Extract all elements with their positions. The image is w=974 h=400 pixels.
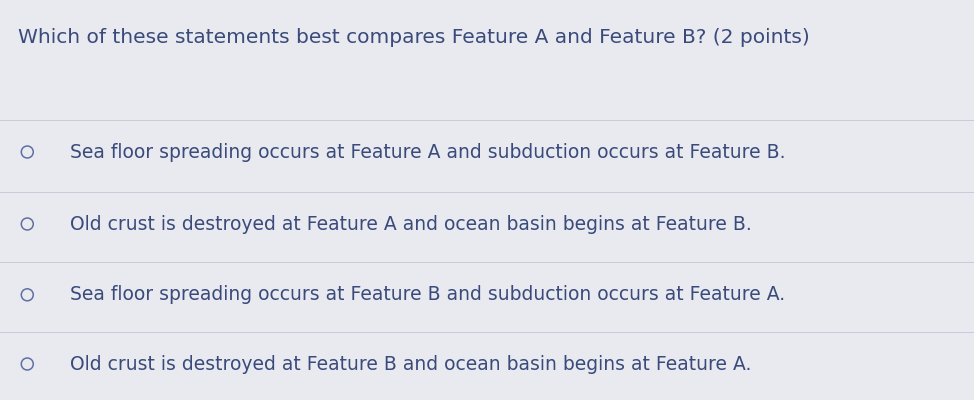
Ellipse shape bbox=[21, 358, 33, 370]
Text: Sea floor spreading occurs at Feature B and subduction occurs at Feature A.: Sea floor spreading occurs at Feature B … bbox=[70, 285, 785, 304]
Ellipse shape bbox=[21, 218, 33, 230]
Ellipse shape bbox=[21, 146, 33, 158]
Text: Sea floor spreading occurs at Feature A and subduction occurs at Feature B.: Sea floor spreading occurs at Feature A … bbox=[70, 142, 786, 162]
Ellipse shape bbox=[21, 289, 33, 301]
Text: Which of these statements best compares Feature A and Feature B? (2 points): Which of these statements best compares … bbox=[18, 28, 809, 47]
Text: Old crust is destroyed at Feature A and ocean basin begins at Feature B.: Old crust is destroyed at Feature A and … bbox=[70, 214, 752, 234]
Text: Old crust is destroyed at Feature B and ocean basin begins at Feature A.: Old crust is destroyed at Feature B and … bbox=[70, 354, 752, 374]
